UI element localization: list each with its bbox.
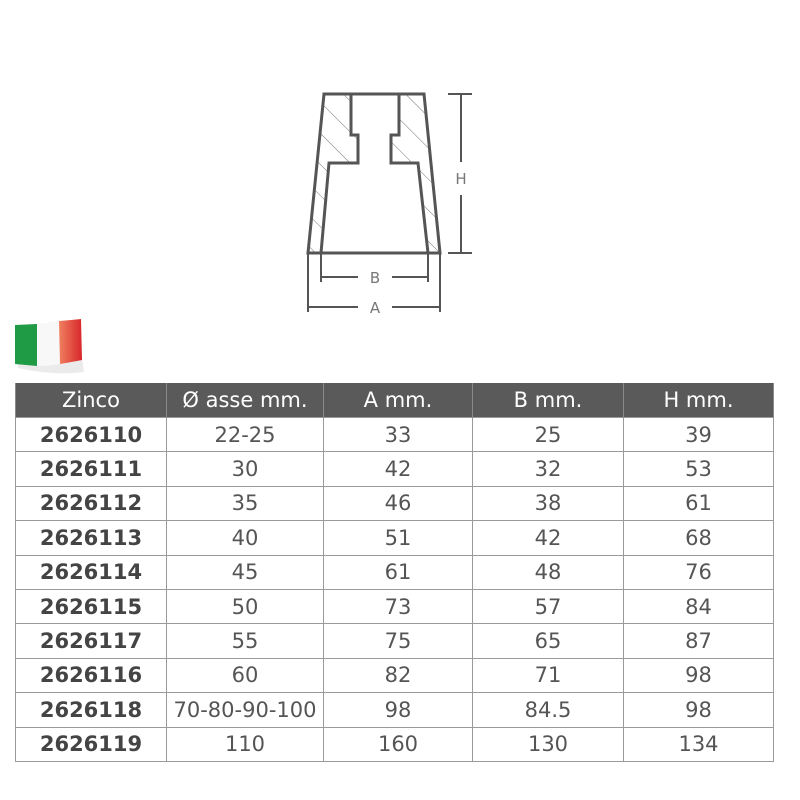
table-cell: 35 (166, 485, 324, 522)
anode-size-table: Zinco Ø asse mm. A mm. B mm. H mm. 26261… (15, 383, 774, 762)
table-row: 2626110 22-25 33 25 39 (15, 416, 774, 453)
table-row: 2626114 45 61 48 76 (15, 554, 774, 590)
column-header: A mm. (323, 383, 473, 418)
column-header: B mm. (472, 383, 624, 418)
dimension-lines (307, 93, 472, 312)
table-cell: 45 (166, 554, 324, 590)
table-cell: 76 (623, 554, 774, 590)
table-cell: 42 (323, 451, 473, 487)
table-cell: 73 (323, 588, 473, 625)
table-cell: 110 (166, 726, 324, 762)
table-header-row: Zinco Ø asse mm. A mm. B mm. H mm. (15, 383, 774, 418)
product-code-cell: 2626111 (15, 451, 167, 487)
italy-flag-icon (15, 319, 84, 374)
dimension-label-b: B (370, 269, 380, 287)
table-cell: 39 (623, 416, 774, 453)
table-cell: 82 (323, 657, 473, 694)
table-cell: 84.5 (472, 692, 624, 728)
table-cell: 98 (323, 692, 473, 728)
table-cell: 134 (623, 726, 774, 762)
product-code-cell: 2626112 (15, 485, 167, 522)
table-cell: 38 (472, 485, 624, 522)
product-code-cell: 2626119 (15, 726, 167, 762)
table-cell: 61 (323, 554, 473, 590)
product-code-cell: 2626118 (15, 692, 167, 728)
table-cell: 50 (166, 588, 324, 625)
table-cell: 22-25 (166, 416, 324, 453)
table-cell: 46 (323, 485, 473, 522)
table-cell: 98 (623, 657, 774, 694)
table-cell: 48 (472, 554, 624, 590)
anode-cross-section-diagram: H B A (306, 92, 472, 317)
table-row: 2626115 50 73 57 84 (15, 588, 774, 625)
table-cell: 51 (323, 520, 473, 556)
table-cell: 75 (323, 623, 473, 659)
table-cell: 61 (623, 485, 774, 522)
table-row: 2626111 30 42 32 53 (15, 451, 774, 487)
column-header: Ø asse mm. (166, 383, 324, 418)
table-cell: 70-80-90-100 (166, 692, 324, 728)
table-cell: 42 (472, 520, 624, 556)
table-row: 2626119 110 160 130 134 (15, 726, 774, 762)
table-cell: 84 (623, 588, 774, 625)
product-code-cell: 2626110 (15, 416, 167, 453)
table-cell: 32 (472, 451, 624, 487)
table-cell: 87 (623, 623, 774, 659)
table-row: 2626112 35 46 38 61 (15, 485, 774, 522)
table-row: 2626117 55 75 65 87 (15, 623, 774, 659)
table-cell: 25 (472, 416, 624, 453)
product-code-cell: 2626117 (15, 623, 167, 659)
table-cell: 71 (472, 657, 624, 694)
column-header: H mm. (623, 383, 774, 418)
table-cell: 65 (472, 623, 624, 659)
table-cell: 40 (166, 520, 324, 556)
table-cell: 30 (166, 451, 324, 487)
table-row: 2626113 40 51 42 68 (15, 520, 774, 556)
dimension-label-a: A (370, 299, 381, 317)
table-cell: 68 (623, 520, 774, 556)
table-cell: 55 (166, 623, 324, 659)
table-cell: 33 (323, 416, 473, 453)
dimension-label-h: H (455, 170, 466, 188)
product-code-cell: 2626116 (15, 657, 167, 694)
table-cell: 60 (166, 657, 324, 694)
table-cell: 98 (623, 692, 774, 728)
table-row: 2626116 60 82 71 98 (15, 657, 774, 694)
table-cell: 130 (472, 726, 624, 762)
anode-outline (306, 92, 442, 255)
table-cell: 160 (323, 726, 473, 762)
column-header: Zinco (15, 383, 167, 418)
table-row: 2626118 70-80-90-100 98 84.5 98 (15, 692, 774, 728)
product-code-cell: 2626115 (15, 588, 167, 625)
table-cell: 57 (472, 588, 624, 625)
product-code-cell: 2626114 (15, 554, 167, 590)
table-cell: 53 (623, 451, 774, 487)
product-code-cell: 2626113 (15, 520, 167, 556)
